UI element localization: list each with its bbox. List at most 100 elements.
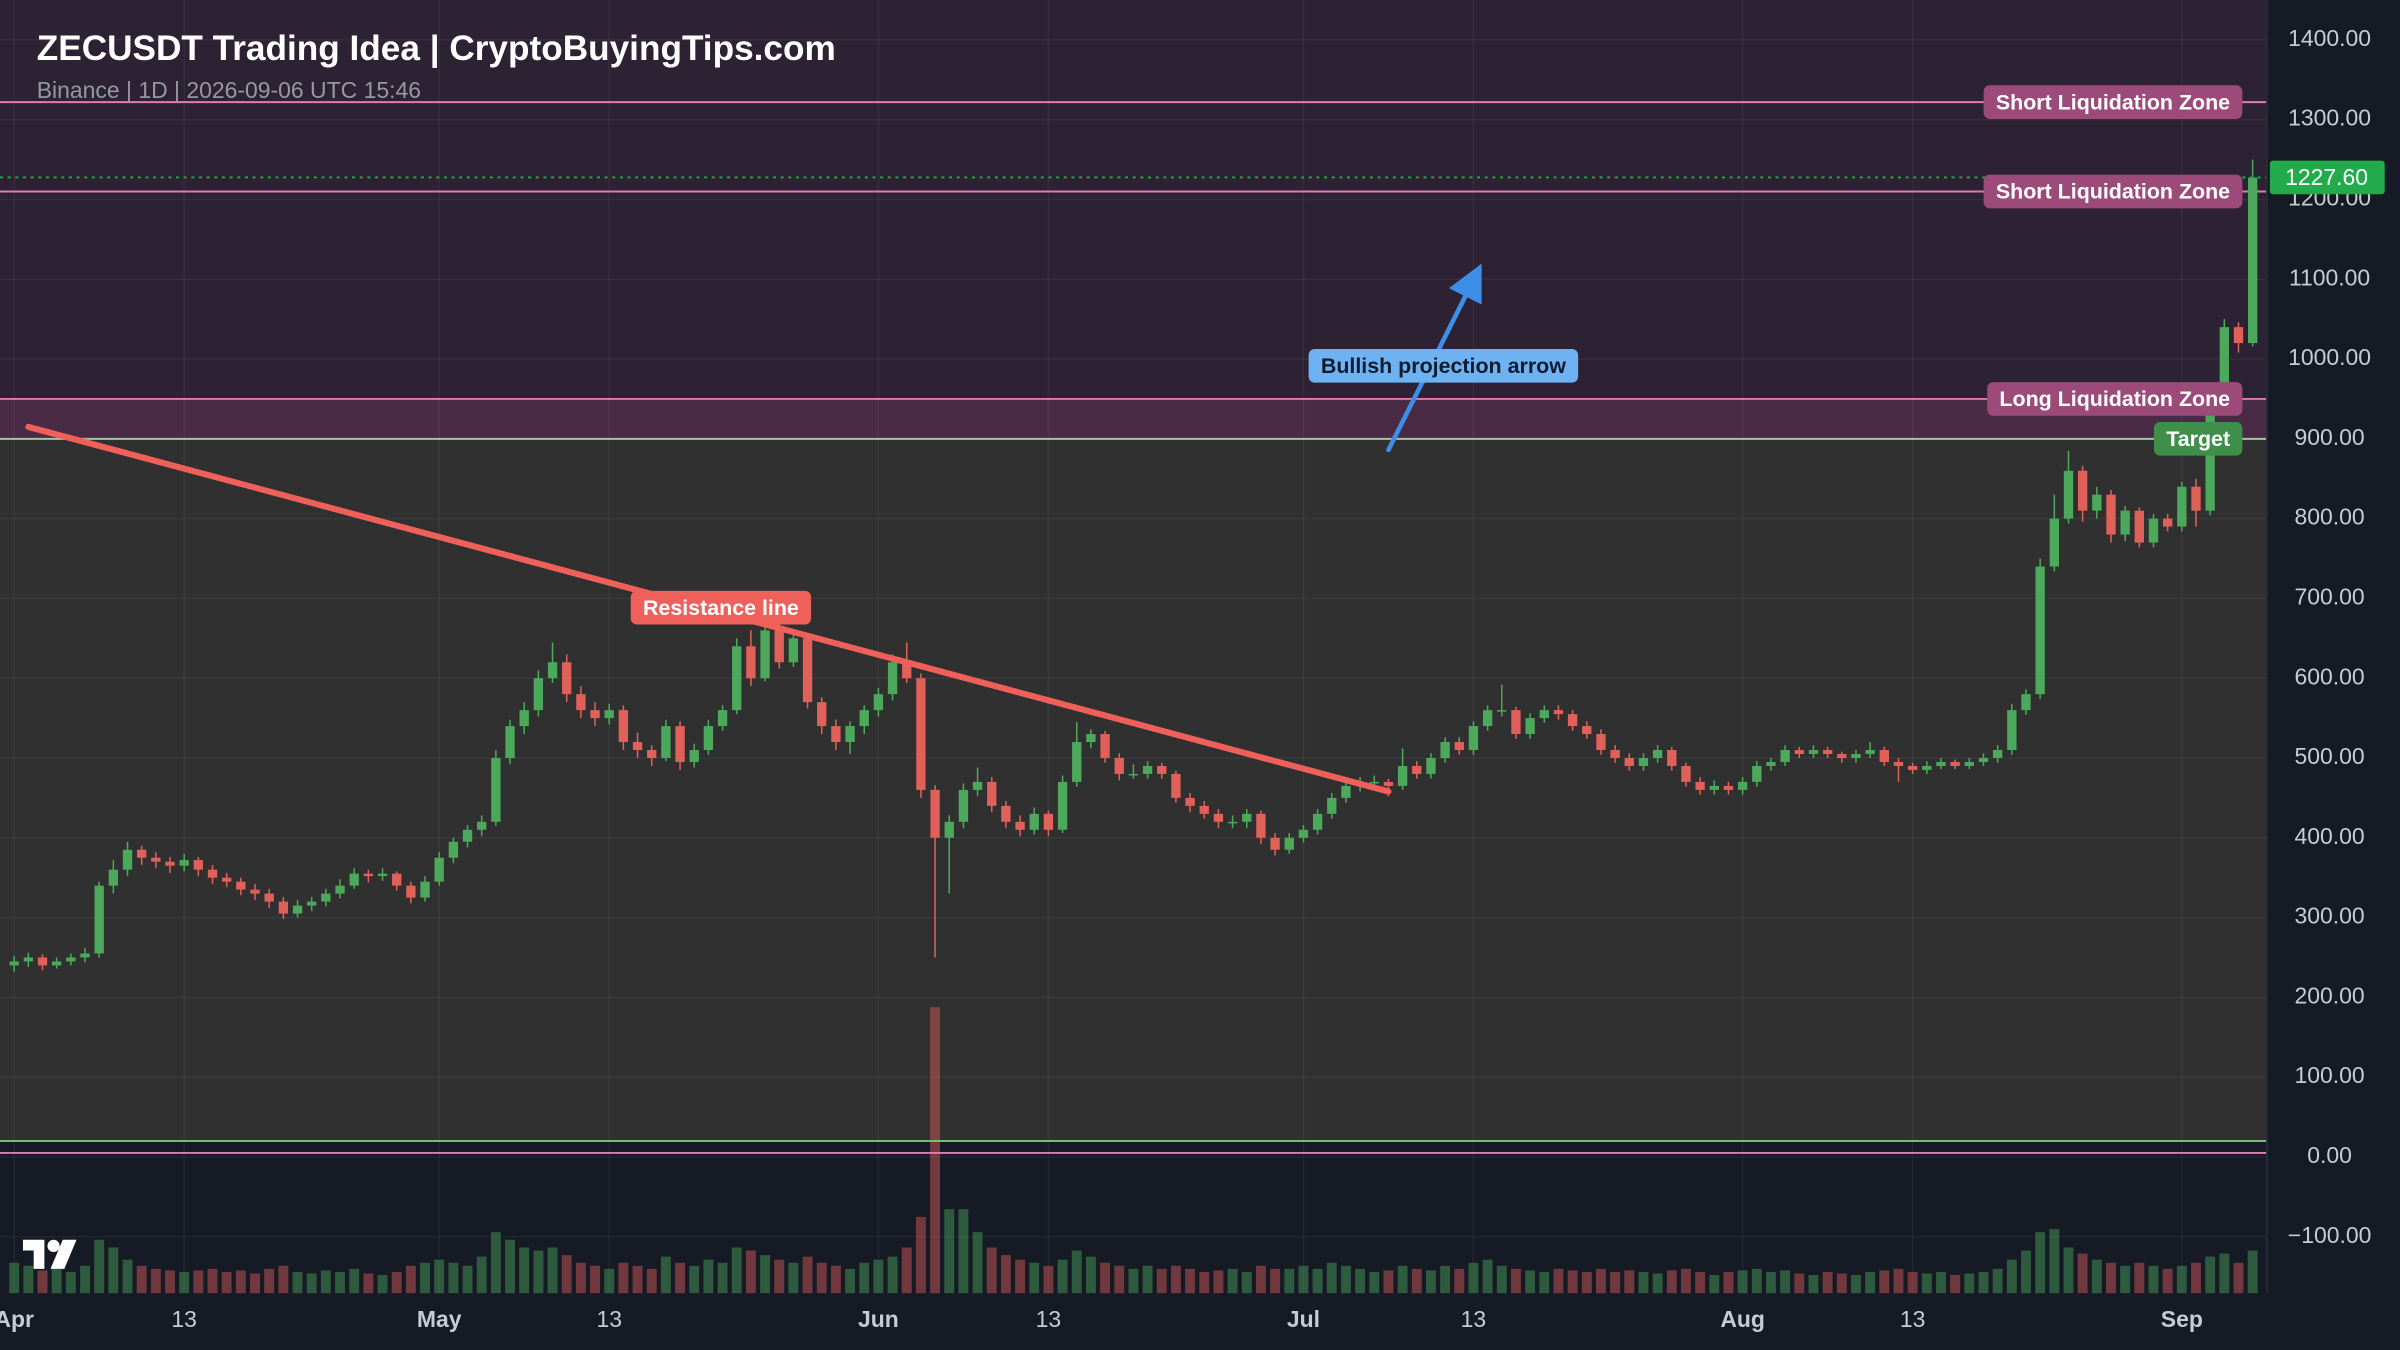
annotation-label-text: Resistance line xyxy=(643,596,799,620)
volume-bar xyxy=(1992,1268,2003,1294)
volume-bar xyxy=(1128,1268,1139,1294)
tradingview-logo xyxy=(22,1239,77,1269)
volume-bar xyxy=(235,1270,246,1294)
volume-bar xyxy=(618,1262,629,1294)
y-tick-label: 0.00 xyxy=(2307,1142,2352,1168)
volume-bar xyxy=(1553,1268,1564,1294)
volume-bar xyxy=(1610,1271,1621,1294)
volume-bar xyxy=(1936,1271,1946,1294)
volume-bar xyxy=(689,1265,700,1294)
x-axis-strip xyxy=(0,1293,2267,1350)
candle-body xyxy=(349,873,359,886)
candle-body xyxy=(1893,761,1904,766)
candle-body xyxy=(859,710,869,727)
volume-bar xyxy=(1666,1270,1677,1294)
volume-bar xyxy=(1567,1270,1578,1294)
candle-body xyxy=(1907,765,1918,770)
candle-body xyxy=(1199,805,1209,814)
candle-body xyxy=(1383,781,1394,786)
candle-body xyxy=(51,961,62,966)
level-label: Short Liquidation Zone xyxy=(1983,174,2243,209)
volume-bar xyxy=(320,1270,331,1294)
candle-body xyxy=(2092,494,2102,511)
volume-bar xyxy=(1241,1271,1252,1294)
volume-bar xyxy=(1015,1259,1026,1294)
candle-body xyxy=(1652,750,1663,758)
volume-bar xyxy=(1510,1268,1521,1294)
volume-bar xyxy=(1043,1265,1054,1294)
volume-bar xyxy=(873,1259,884,1294)
level-label: Long Liquidation Zone xyxy=(1987,382,2243,416)
volume-bar xyxy=(1496,1265,1507,1294)
candle-body xyxy=(363,873,374,877)
candle-body xyxy=(987,781,997,806)
candle-body xyxy=(873,694,884,711)
chart-title: ZECUSDT Trading Idea | CryptoBuyingTips.… xyxy=(37,29,836,68)
candle-body xyxy=(1794,750,1804,754)
candle-body xyxy=(264,893,274,902)
candle-body xyxy=(2247,177,2258,344)
candle-body xyxy=(1497,710,1507,712)
candle-body xyxy=(1227,821,1238,824)
candle-body xyxy=(2035,566,2045,695)
volume-bar xyxy=(1681,1268,1691,1294)
candle-body xyxy=(1936,761,1946,766)
candle-body xyxy=(1681,765,1691,782)
candle-body xyxy=(2162,518,2173,527)
volume-bar xyxy=(1893,1268,1904,1294)
volume-bar xyxy=(1000,1255,1011,1294)
candle-body xyxy=(1312,813,1323,830)
volume-bar xyxy=(632,1265,643,1294)
y-tick-label: 1400.00 xyxy=(2288,25,2371,51)
volume-bar xyxy=(1114,1265,1125,1294)
candle-body xyxy=(1397,765,1408,786)
volume-bar xyxy=(434,1259,445,1294)
candle-body xyxy=(292,905,303,914)
volume-bar xyxy=(646,1268,657,1294)
volume-bar xyxy=(1525,1270,1536,1294)
volume-bar xyxy=(887,1256,898,1294)
volume-bar xyxy=(972,1232,983,1294)
volume-bar xyxy=(1766,1271,1776,1294)
candle-body xyxy=(222,877,232,882)
candle-body xyxy=(1369,781,1379,784)
candle-body xyxy=(2063,470,2074,519)
annotation-label: Bullish projection arrow xyxy=(1308,348,1579,383)
candle-body xyxy=(37,957,48,966)
candle-body xyxy=(2120,510,2130,535)
volume-bar xyxy=(349,1268,360,1294)
candle-body xyxy=(420,881,430,898)
volume-bar xyxy=(1071,1250,1082,1294)
volume-bar xyxy=(420,1262,430,1294)
candle-body xyxy=(1482,710,1493,727)
candle-body xyxy=(1001,805,1011,822)
volume-bar xyxy=(802,1256,813,1294)
volume-bar xyxy=(2134,1262,2145,1294)
candle-body xyxy=(831,726,841,743)
candle-body xyxy=(817,702,827,727)
volume-bar xyxy=(944,1209,955,1294)
volume-bar xyxy=(1581,1271,1592,1294)
x-tick-label: 13 xyxy=(596,1306,622,1332)
volume-bar xyxy=(1482,1259,1493,1294)
y-tick-label: 600.00 xyxy=(2295,663,2365,689)
level-label: Short Liquidation Zone xyxy=(1983,85,2243,119)
volume-bar xyxy=(1695,1271,1706,1294)
candle-body xyxy=(1057,781,1068,830)
candle-body xyxy=(377,873,388,877)
candle-body xyxy=(207,869,218,878)
candle-body xyxy=(1950,761,1960,766)
volume-bar xyxy=(2247,1250,2258,1294)
level-label-text: Long Liquidation Zone xyxy=(1999,387,2230,411)
volume-bar xyxy=(448,1262,459,1294)
y-tick-label: −100.00 xyxy=(2288,1222,2372,1248)
candle-body xyxy=(1596,734,1606,751)
y-tick-label: 500.00 xyxy=(2295,743,2365,769)
candle-body xyxy=(845,726,855,743)
volume-bar xyxy=(377,1275,388,1294)
volume-bar xyxy=(859,1262,870,1294)
volume-bar xyxy=(901,1247,912,1294)
candle-body xyxy=(1822,750,1833,754)
volume-bar xyxy=(122,1259,133,1294)
volume-bar xyxy=(533,1250,544,1294)
